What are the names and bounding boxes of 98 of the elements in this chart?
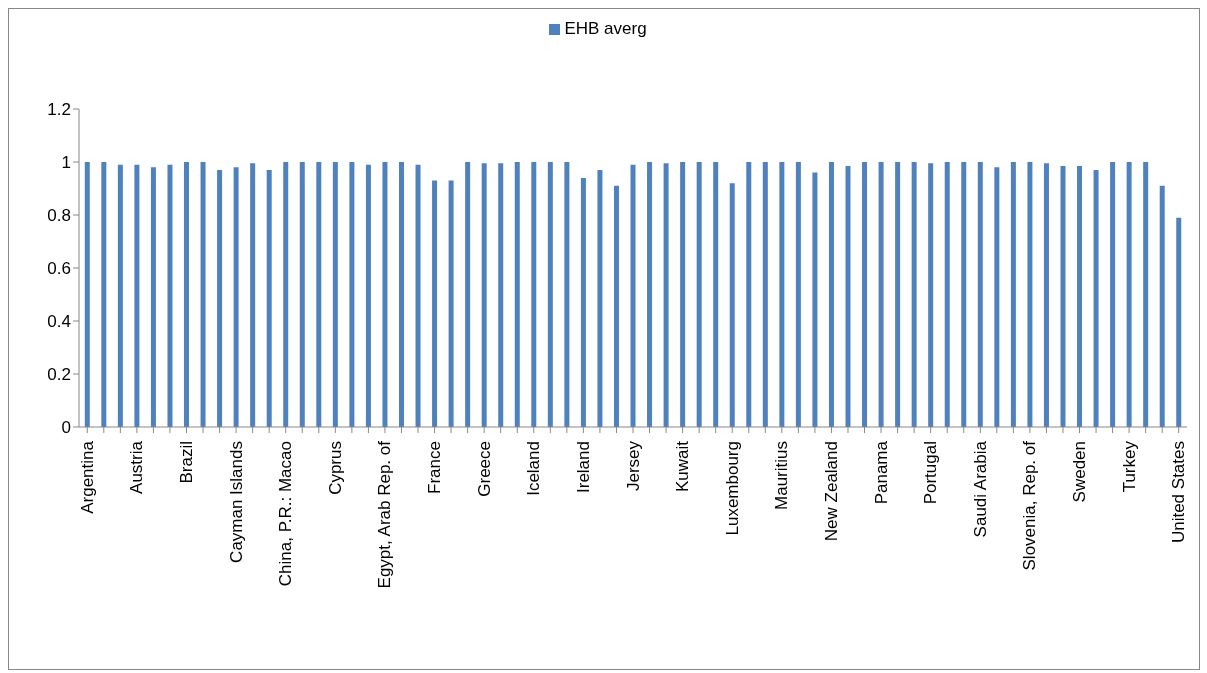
y-tick-label: 0.2 xyxy=(47,365,71,385)
bar xyxy=(845,165,851,427)
x-tick-label: Portugal xyxy=(921,441,941,505)
bar xyxy=(415,164,421,427)
bar xyxy=(498,163,504,427)
bar xyxy=(729,183,735,427)
x-tick-label: Turkey xyxy=(1119,440,1139,493)
bar xyxy=(365,164,371,427)
bar xyxy=(184,162,190,427)
bar xyxy=(1093,169,1099,427)
y-tick-label: 0.6 xyxy=(47,259,71,279)
bar xyxy=(630,164,636,427)
bar xyxy=(1060,165,1066,427)
bar xyxy=(432,180,438,427)
x-tick-label: Cayman Islands xyxy=(226,441,246,563)
bar xyxy=(266,169,272,427)
bar xyxy=(1143,162,1149,427)
bar xyxy=(1126,162,1132,427)
x-tick-label: Greece xyxy=(474,441,494,497)
bar xyxy=(481,163,487,427)
bar xyxy=(647,162,653,427)
bar xyxy=(977,162,983,427)
y-tick-label: 0.4 xyxy=(47,312,71,332)
x-tick-label: Egypt, Arab Rep. of xyxy=(375,440,395,589)
x-tick-label: Austria xyxy=(127,440,147,494)
bar xyxy=(465,162,471,427)
bar xyxy=(812,172,818,427)
bar xyxy=(1110,162,1116,427)
bar xyxy=(597,169,603,427)
bar xyxy=(944,162,950,427)
bar xyxy=(332,162,338,427)
bar xyxy=(250,163,256,427)
bar xyxy=(961,162,967,427)
bar xyxy=(84,162,90,427)
legend-label: EHB averg xyxy=(564,19,647,38)
bar xyxy=(828,162,834,427)
bar xyxy=(746,162,752,427)
bar xyxy=(448,180,454,427)
bar xyxy=(283,162,289,427)
bar xyxy=(580,177,586,427)
bar xyxy=(994,167,1000,427)
x-tick-label: Sweden xyxy=(1070,441,1090,503)
bar xyxy=(928,163,934,427)
bar xyxy=(1159,185,1165,427)
bar xyxy=(547,162,553,427)
x-tick-label: Brazil xyxy=(176,441,196,484)
bar xyxy=(762,162,768,427)
bar xyxy=(514,162,520,427)
x-tick-label: France xyxy=(425,441,445,494)
bar xyxy=(382,162,388,427)
x-tick-label: Argentina xyxy=(77,440,97,514)
bar xyxy=(713,162,719,427)
bar xyxy=(200,162,206,427)
bar xyxy=(779,162,785,427)
x-tick-label: Slovenia, Rep. of xyxy=(1020,440,1040,571)
bar xyxy=(911,162,917,427)
x-tick-label: Mauritius xyxy=(772,441,792,510)
bar xyxy=(663,163,669,427)
bar xyxy=(299,162,305,427)
bar xyxy=(1077,165,1083,427)
x-tick-label: Cyprus xyxy=(325,441,345,495)
bar xyxy=(117,164,123,427)
x-tick-label: Saudi Arabia xyxy=(970,440,990,538)
bar xyxy=(564,162,570,427)
bar xyxy=(531,162,537,427)
bar xyxy=(862,162,868,427)
bar xyxy=(349,162,355,427)
y-tick-label: 0.8 xyxy=(47,206,71,226)
bar xyxy=(233,167,239,427)
x-tick-label: Luxembourg xyxy=(722,441,742,536)
x-tick-label: Ireland xyxy=(573,441,593,493)
bar xyxy=(1176,217,1182,427)
bar xyxy=(217,169,223,427)
x-tick-label: China, P.R.: Macao xyxy=(276,441,296,587)
x-tick-label: Iceland xyxy=(524,441,544,496)
bar xyxy=(399,162,404,427)
x-tick-label: Kuwait xyxy=(673,440,693,493)
bar xyxy=(680,162,686,427)
bar xyxy=(1043,163,1049,427)
bar xyxy=(316,162,322,427)
bar xyxy=(167,164,173,427)
x-tick-label: Panama xyxy=(871,440,891,505)
x-tick-label: New Zealand xyxy=(821,441,841,542)
x-tick-label: United States xyxy=(1169,441,1189,544)
bar xyxy=(150,167,156,427)
bar xyxy=(613,185,619,427)
bar xyxy=(101,162,107,427)
bar xyxy=(1027,162,1033,427)
y-tick-label: 0 xyxy=(61,418,71,438)
bar xyxy=(878,162,884,427)
bar xyxy=(134,164,140,427)
y-tick-label: 1.2 xyxy=(47,100,71,120)
bar xyxy=(795,162,801,427)
bar xyxy=(895,162,901,427)
x-tick-label: Jersey xyxy=(623,440,643,492)
y-tick-label: 1 xyxy=(61,153,71,173)
bar xyxy=(696,162,702,427)
bar xyxy=(1010,162,1016,427)
